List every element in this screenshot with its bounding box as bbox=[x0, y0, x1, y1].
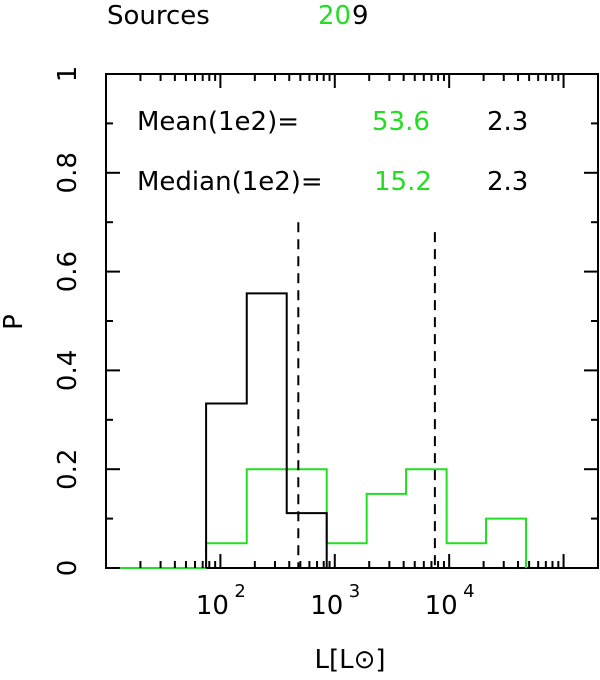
x-tick-label-exponent: 4 bbox=[463, 581, 474, 602]
y-tick-label: 0.6 bbox=[53, 251, 83, 292]
x-tick-label-exponent: 3 bbox=[349, 581, 360, 602]
median-green-value: 15.2 bbox=[374, 167, 432, 197]
histogram-green bbox=[205, 468, 528, 568]
y-axis-label: P bbox=[0, 314, 29, 330]
mean-black-value: 2.3 bbox=[487, 107, 528, 137]
mean-green-value: 53.6 bbox=[372, 107, 430, 137]
x-tick-label: 10 bbox=[425, 591, 458, 621]
sources-count-black: 9 bbox=[352, 1, 369, 31]
y-tick-label: 0.2 bbox=[53, 449, 83, 490]
x-tick-label: 10 bbox=[310, 591, 343, 621]
median-black-value: 2.3 bbox=[487, 167, 528, 197]
x-tick-label: 10 bbox=[196, 591, 229, 621]
sources-label: Sources bbox=[107, 1, 210, 31]
y-tick-label: 1 bbox=[53, 66, 83, 83]
y-tick-label: 0.8 bbox=[53, 152, 83, 193]
x-tick-label-exponent: 2 bbox=[234, 581, 245, 602]
plot-frame bbox=[105, 73, 599, 569]
histogram-black bbox=[205, 292, 328, 568]
median-label: Median(1e2)= bbox=[137, 167, 323, 197]
y-tick-label: 0 bbox=[53, 560, 83, 577]
mean-label: Mean(1e2)= bbox=[137, 107, 299, 137]
sources-count-green: 20 bbox=[318, 1, 351, 31]
x-axis-label: L[L⊙] bbox=[314, 645, 385, 675]
y-tick-label: 0.4 bbox=[53, 350, 83, 391]
